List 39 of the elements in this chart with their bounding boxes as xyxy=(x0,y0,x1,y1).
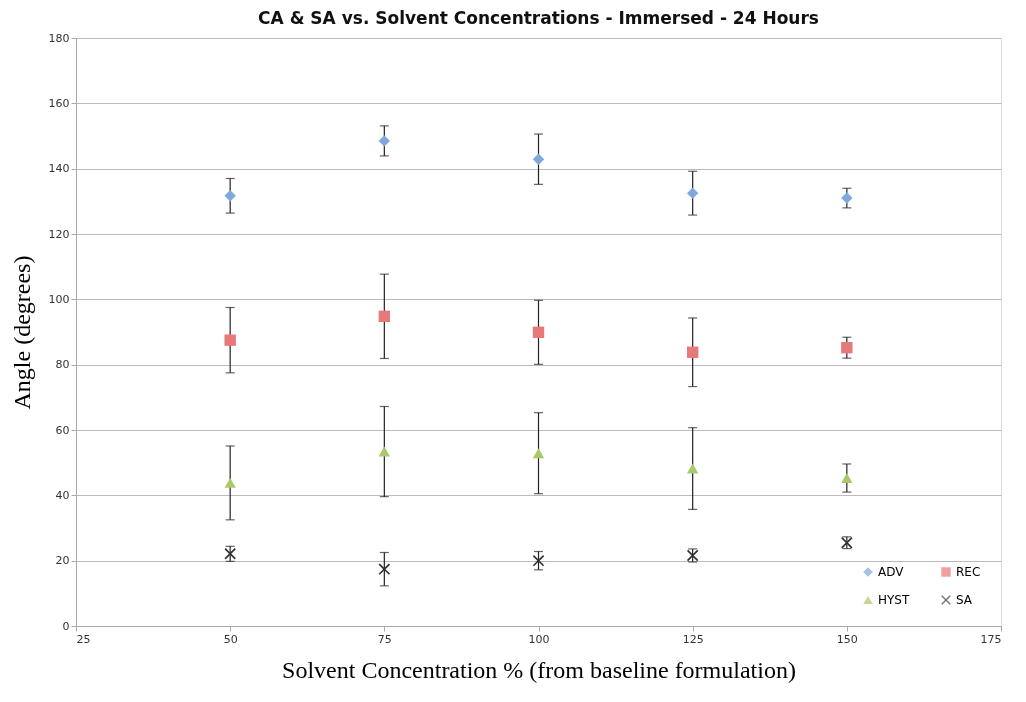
point xyxy=(532,326,545,339)
legend-label: HYST xyxy=(878,593,910,607)
chart-title: CA & SA vs. Solvent Concentrations - Immersed - 24 Hours xyxy=(258,8,819,28)
legend-label: ADV xyxy=(878,565,905,579)
y-tick-label: 20 xyxy=(55,554,70,568)
x-tick-label: 50 xyxy=(223,632,238,646)
y-tick-label: 180 xyxy=(48,31,70,45)
x-tick-label: 150 xyxy=(836,632,858,646)
point xyxy=(841,192,853,204)
legend-label: SA xyxy=(956,593,973,607)
y-tick-label: 40 xyxy=(55,488,70,502)
y-axis-title: Angle (degrees) xyxy=(8,255,35,410)
y-tick-label: 0 xyxy=(62,619,70,633)
point xyxy=(378,563,391,575)
y-tick-label: 140 xyxy=(48,162,70,176)
point xyxy=(532,554,545,567)
point xyxy=(841,473,853,483)
y-tick-label: 60 xyxy=(55,423,70,437)
point xyxy=(224,477,236,488)
x-tick-label: 100 xyxy=(528,632,550,646)
y-tick-label: 80 xyxy=(55,358,70,372)
point xyxy=(224,334,236,346)
point xyxy=(686,346,699,358)
point xyxy=(378,135,391,147)
point xyxy=(532,153,545,165)
x-tick-label: 25 xyxy=(76,632,91,646)
x-axis-title: Solvent Concentration % (from baseline formulation) xyxy=(282,656,796,683)
x-tick-label: 75 xyxy=(377,632,392,646)
y-tick-label: 160 xyxy=(48,96,70,110)
y-tick-label: 120 xyxy=(48,227,70,241)
x-tick-label: 125 xyxy=(682,632,704,646)
point xyxy=(224,190,236,202)
point xyxy=(378,310,391,323)
legend-label: REC xyxy=(956,565,981,579)
point xyxy=(532,448,545,459)
point xyxy=(686,187,699,199)
point xyxy=(841,341,853,354)
x-tick-label: 175 xyxy=(980,632,1002,646)
y-tick-label: 100 xyxy=(48,292,70,306)
